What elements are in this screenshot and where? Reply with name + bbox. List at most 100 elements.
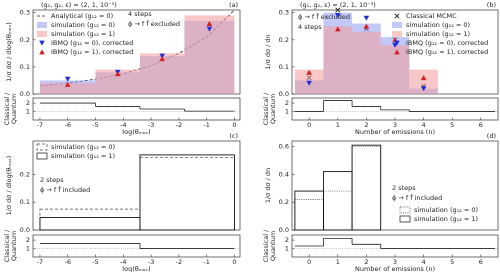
legend-label: IBMQ (g₁₂ = 1), corrected	[406, 48, 488, 56]
y-tick-label: 1	[26, 245, 30, 253]
step-bin	[351, 146, 382, 231]
y-tick-label: 0.2	[279, 198, 289, 206]
legend-swatch	[36, 143, 48, 151]
ratio-frame	[32, 234, 241, 258]
x-tick-label: -2	[176, 258, 182, 266]
x-tick-label: -6	[64, 258, 70, 266]
y-tick-label: 0.6	[279, 143, 289, 151]
note: ϕ → f f̄ included	[392, 193, 442, 202]
x-tick-label: 5	[450, 258, 454, 266]
bar	[352, 31, 381, 94]
x-tick-label: 0	[307, 121, 311, 129]
y-tick-label: 0.4	[279, 170, 289, 178]
plot-frame	[291, 140, 499, 231]
legend-label: simulation (g₁₂ = 1)	[414, 215, 478, 223]
y-tick-label: 0.2	[279, 36, 289, 44]
y-tick-label: 0.2	[20, 170, 30, 178]
x-axis-label: Number of emissions (n)	[355, 128, 435, 136]
marker	[114, 71, 121, 77]
marker	[159, 53, 166, 59]
x-axis-label: log(θₘₐₓ)	[122, 128, 150, 136]
marker	[159, 56, 166, 62]
y-axis-label: Classical /	[3, 229, 11, 262]
legend-label: simulation (g₁₂ = 1)	[51, 152, 115, 160]
legend-label: simulation (g₁₂ = 0)	[51, 143, 115, 151]
x-tick-label: -3	[148, 121, 154, 129]
legend-label: simulation (g₁₂ = 0)	[406, 21, 470, 29]
ratio-frame	[291, 97, 499, 121]
legend-swatch	[399, 215, 411, 223]
x-tick-label: 2	[364, 121, 368, 129]
y-axis-label: 1/σ dσ / dlog(θₘₐₓ)	[5, 156, 13, 216]
y-tick-label: 2	[285, 99, 289, 107]
ratio-frame	[32, 97, 241, 121]
legend-label: Analytical (g₁₂ = 0)	[51, 12, 113, 20]
note: ϕ → f f̄ included	[40, 185, 90, 194]
annotation: (g₁, g₂, ε) = (2, 1, 10⁻³)	[300, 1, 376, 9]
legend-swatch	[394, 13, 400, 19]
annotation: (g₁, g₂, ε) = (2, 1, 10⁻³)	[41, 1, 117, 9]
y-tick-label: 2	[26, 99, 30, 107]
bar	[380, 45, 410, 94]
y-axis-label: Classical /	[262, 229, 270, 262]
step-bin	[323, 171, 353, 231]
marker	[206, 26, 213, 32]
step-bin	[323, 190, 353, 231]
x-tick-label: -7	[37, 258, 43, 266]
x-tick-label: 1	[336, 258, 340, 266]
step-bin	[351, 144, 382, 231]
y-tick-label: 1	[26, 108, 30, 116]
x-tick-label: 4	[422, 121, 426, 129]
y-tick-label: 0.2	[20, 36, 30, 44]
x-tick-label: 5	[450, 121, 454, 129]
y-axis-label: 1/σ dσ / dn	[264, 168, 272, 203]
marker	[334, 13, 341, 19]
marker	[335, 7, 341, 13]
y-tick-label: 0.3	[279, 9, 289, 17]
legend-label: simulation (g₁₂ = 1)	[51, 30, 115, 38]
y-axis-label: Classical /	[262, 92, 270, 125]
x-tick-label: 0	[307, 258, 311, 266]
x-tick-label: 3	[393, 121, 397, 129]
y-tick-label: 2	[26, 236, 30, 244]
legend-swatch	[36, 152, 48, 160]
legend-swatch	[394, 49, 400, 55]
y-tick-label: 0.0	[20, 226, 30, 234]
x-tick-label: 0	[232, 121, 236, 129]
legend-swatch	[392, 22, 402, 28]
legend-swatch	[39, 40, 45, 46]
x-tick-label: -4	[120, 258, 126, 266]
x-tick-label: -3	[148, 258, 154, 266]
note: 2 steps	[40, 176, 64, 184]
legend-label: simulation (g₁₂ = 0)	[414, 206, 478, 214]
step-bin	[39, 208, 141, 231]
step-bin	[39, 217, 141, 231]
y-axis-label: 1/σ dσ / dn	[264, 34, 272, 69]
legend-swatch	[37, 22, 47, 28]
marker	[420, 86, 427, 92]
y-axis-label: Quantum	[269, 231, 277, 261]
step-bin	[139, 154, 235, 231]
x-tick-label: 2	[364, 258, 368, 266]
x-tick-label: -6	[64, 121, 70, 129]
marker	[306, 80, 312, 86]
note: 4 steps	[128, 10, 152, 18]
y-tick-label: 0.1	[20, 198, 30, 206]
legend-swatch	[39, 49, 45, 55]
x-tick-label: -5	[92, 121, 98, 129]
y-tick-label: 0.1	[20, 63, 30, 71]
x-tick-label: -1	[203, 121, 209, 129]
y-axis-label: Classical /	[3, 92, 11, 125]
y-tick-label: 0.1	[279, 63, 289, 71]
marker	[206, 20, 213, 26]
note: ϕ → f f̄ excluded	[128, 19, 180, 28]
panel-label: (a)	[229, 1, 238, 9]
x-tick-label: 1	[336, 121, 340, 129]
legend-swatch	[392, 31, 402, 37]
x-tick-label: 3	[393, 258, 397, 266]
legend-label: IBMQ (g₁₂ = 0), corrected	[406, 39, 488, 47]
x-tick-label: 6	[479, 121, 483, 129]
y-tick-label: 0.0	[279, 226, 289, 234]
legend-label: simulation (g₁₂ = 1)	[406, 30, 470, 38]
